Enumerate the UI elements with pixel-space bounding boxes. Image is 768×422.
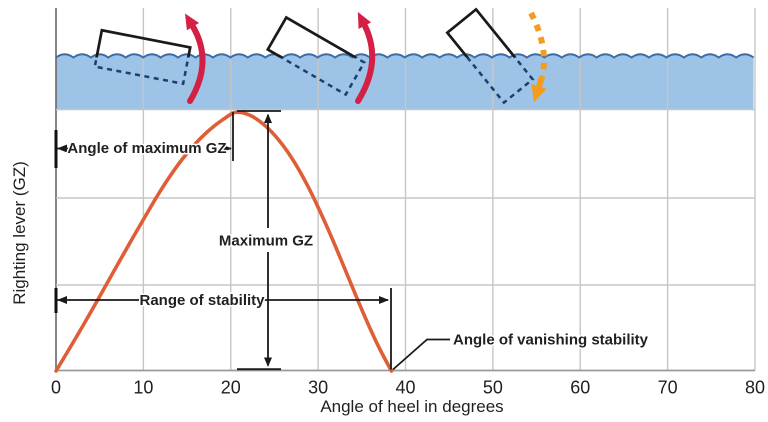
x-axis-tick-labels: 0 10 20 30 40 50 60 70 80: [51, 378, 765, 398]
x-tick-label: 10: [133, 378, 153, 398]
ship-heel-medium: [265, 15, 367, 58]
label-range-of-stability: Range of stability: [139, 292, 265, 309]
x-tick-label: 60: [570, 378, 590, 398]
x-tick-label: 30: [308, 378, 328, 398]
dimension-maximum-gz: [237, 110, 281, 371]
y-axis-title: Righting lever (GZ): [10, 161, 29, 305]
waterline-waves: [55, 53, 755, 59]
ship-hull-submerged-small: [93, 57, 192, 86]
x-tick-label: 20: [221, 378, 241, 398]
x-tick-label: 80: [745, 378, 765, 398]
ships-above-water: [93, 7, 535, 58]
x-tick-label: 0: [51, 378, 61, 398]
x-tick-label: 70: [658, 378, 678, 398]
x-tick-label: 50: [483, 378, 503, 398]
ship-heel-small: [93, 28, 192, 58]
plot-grid: [55, 8, 756, 372]
vanishing-stability-leader-line: [392, 338, 450, 371]
x-tick-label: 40: [395, 378, 415, 398]
dimension-angle-of-maximum-gz: [54, 112, 234, 168]
ship-hull-submerged-medium: [266, 57, 366, 97]
ship-hull-submerged-large: [445, 57, 535, 105]
capsize-arrow-head: [531, 76, 547, 103]
righting-arrow-2-icon: [355, 12, 376, 104]
wave-surface-line: [55, 53, 755, 59]
ships-below-water: [93, 57, 535, 105]
label-angle-of-maximum-gz: Angle of maximum GZ: [67, 140, 226, 157]
ship-heel-large: [445, 7, 535, 58]
label-angle-of-vanishing-stability: Angle of vanishing stability: [453, 332, 649, 349]
label-maximum-gz: Maximum GZ: [219, 233, 313, 250]
x-axis-title: Angle of heel in degrees: [320, 397, 503, 416]
righting-arrow-1-icon: [184, 13, 206, 104]
dimension-range-of-stability: [54, 288, 392, 370]
